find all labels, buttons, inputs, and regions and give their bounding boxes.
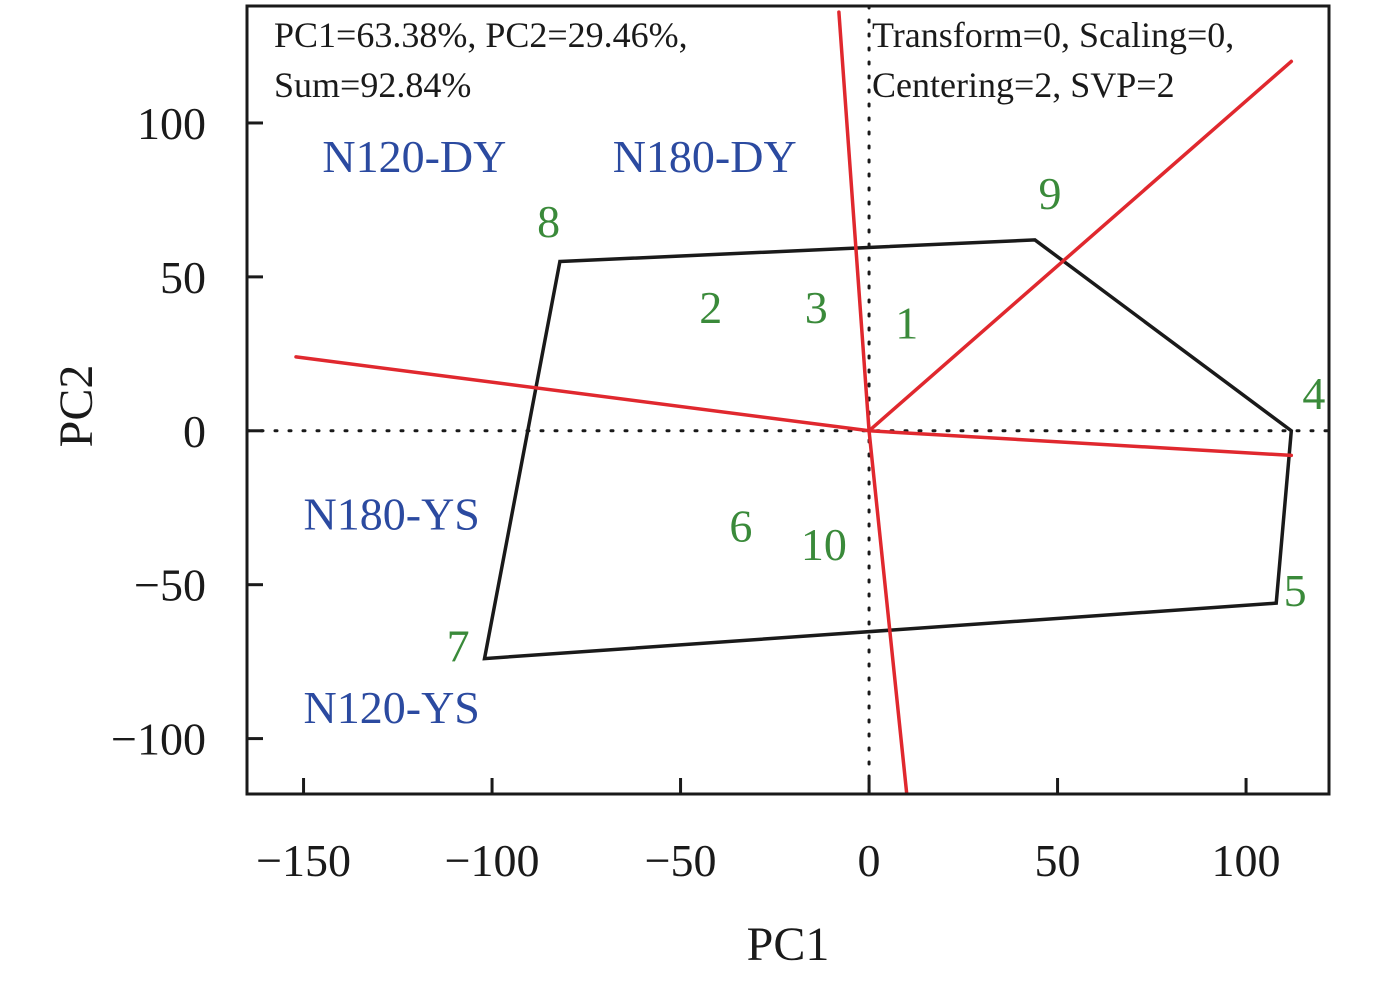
x-axis-ticks: −150 −100 −50 0 50 100 (256, 778, 1281, 886)
genotype-label-1: 1 (895, 297, 918, 348)
plot-area: N120-DY N180-DY N180-YS N120-YS 1 2 3 4 5 6 7 8 9 10 (247, 6, 1329, 794)
genotype-label-9: 9 (1039, 168, 1062, 219)
genotype-label-2: 2 (699, 282, 722, 333)
y-axis-title: PC2 (50, 365, 103, 448)
genotype-label-4: 4 (1302, 368, 1325, 419)
y-axis-ticks: −100 −50 0 50 100 (111, 98, 263, 765)
x-tick-label: −100 (445, 835, 540, 886)
y-tick-label: 100 (137, 98, 206, 149)
x-axis-title: PC1 (747, 918, 830, 971)
sector-ray-3 (867, 59, 1294, 433)
environment-label-n180-dy: N180-DY (613, 131, 797, 182)
environment-label-n180-ys: N180-YS (304, 488, 480, 539)
genotype-label-5: 5 (1284, 565, 1307, 616)
genotype-label-3: 3 (805, 282, 828, 333)
settings-annotation-line1: Transform=0, Scaling=0, (872, 15, 1234, 55)
sector-ray-4 (867, 429, 1294, 458)
y-tick-label: 0 (183, 406, 206, 457)
x-tick-label: 0 (858, 835, 881, 886)
sector-ray-1 (294, 355, 871, 433)
variance-annotation-line2: Sum=92.84% (274, 65, 471, 105)
genotype-label-7: 7 (447, 621, 470, 672)
x-tick-label: 50 (1035, 835, 1081, 886)
variance-annotation-line1: PC1=63.38%, PC2=29.46%, (274, 15, 688, 55)
environment-label-n120-dy: N120-DY (322, 131, 506, 182)
y-tick-label: 50 (160, 252, 206, 303)
x-tick-label: −50 (645, 835, 717, 886)
x-tick-label: −150 (256, 835, 351, 886)
y-tick-label: −100 (111, 714, 206, 765)
convex-hull-polygon (482, 238, 1294, 661)
plot-frame (245, 4, 1331, 796)
sector-ray-5 (867, 429, 909, 794)
genotype-label-6: 6 (729, 501, 752, 552)
x-tick-label: 100 (1212, 835, 1281, 886)
y-tick-label: −50 (134, 560, 206, 611)
environment-label-n120-ys: N120-YS (304, 682, 480, 733)
settings-annotation-line2: Centering=2, SVP=2 (872, 65, 1175, 105)
genotype-label-8: 8 (537, 196, 560, 247)
genotype-label-10: 10 (801, 519, 847, 570)
sector-ray-2 (837, 10, 871, 433)
